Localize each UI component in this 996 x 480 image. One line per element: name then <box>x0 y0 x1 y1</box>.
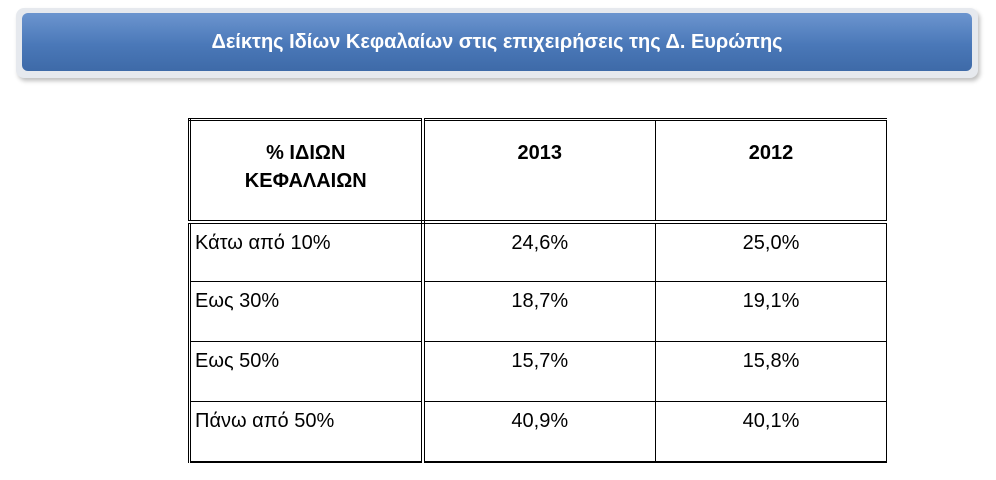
row-label: Εως 30% <box>188 281 425 342</box>
data-table: % ΙΔΙΩΝ ΚΕΦΑΛΑΙΩΝ 2013 2012 Κάτω από 10%… <box>188 118 887 463</box>
value-cell: 25,0% <box>655 221 887 282</box>
row-label: Κάτω από 10% <box>188 221 425 282</box>
banner: Δείκτης Ιδίων Κεφαλαίων στις επιχειρήσει… <box>22 13 972 71</box>
value-cell: 24,6% <box>422 221 656 282</box>
header-cell: 2012 <box>655 118 887 224</box>
value-cell: 15,7% <box>422 341 656 402</box>
value-cell: 40,1% <box>655 401 887 463</box>
header-text: % ΙΔΙΩΝ ΚΕΦΑΛΑΙΩΝ <box>244 142 367 192</box>
table-body: Κάτω από 10% 24,6% 25,0% Εως 30% 18,7% 19,1% Ε… <box>188 221 887 463</box>
row-label: Πάνω από 50% <box>188 401 425 463</box>
table-row: Κάτω από 10% 24,6% 25,0% <box>188 221 887 282</box>
header-cell: % ΙΔΙΩΝ ΚΕΦΑΛΑΙΩΝ <box>188 118 425 224</box>
row-label: Εως 50% <box>188 341 425 402</box>
value-cell: 18,7% <box>422 281 656 342</box>
header-row: % ΙΔΙΩΝ ΚΕΦΑΛΑΙΩΝ 2013 2012 <box>188 118 887 224</box>
banner-frame: Δείκτης Ιδίων Κεφαλαίων στις επιχειρήσει… <box>16 8 978 78</box>
value-cell: 40,9% <box>422 401 656 463</box>
value-cell: 19,1% <box>655 281 887 342</box>
table-row: Εως 30% 18,7% 19,1% <box>188 281 887 342</box>
value-cell: 15,8% <box>655 341 887 402</box>
table-row: Πάνω από 50% 40,9% 40,1% <box>188 401 887 463</box>
table-row: Εως 50% 15,7% 15,8% <box>188 341 887 402</box>
title: Δείκτης Ιδίων Κεφαλαίων στις επιχειρήσει… <box>211 30 783 53</box>
header-cell: 2013 <box>422 118 656 224</box>
